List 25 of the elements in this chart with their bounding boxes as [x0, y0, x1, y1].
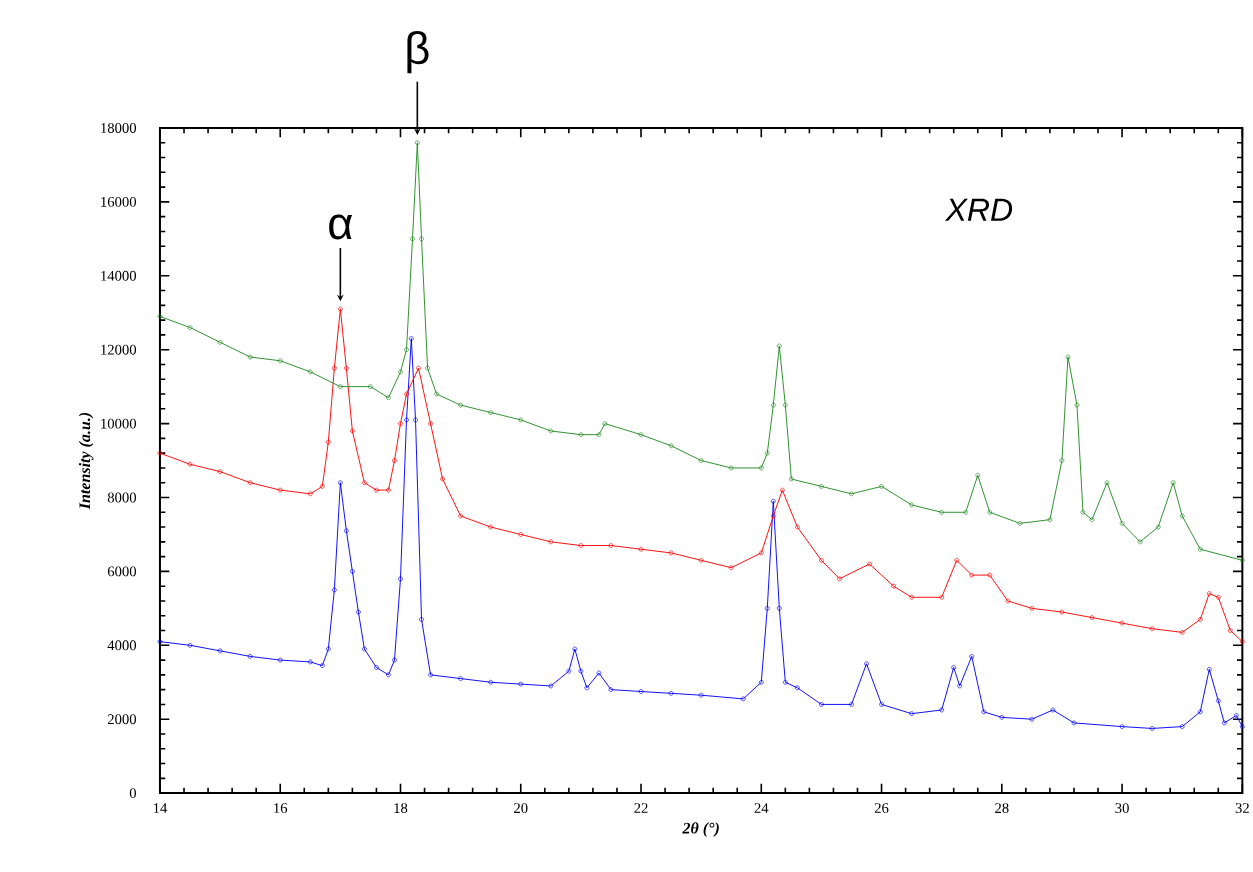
y-tick-label: 4000 — [107, 640, 137, 651]
x-tick-label: 18 — [394, 803, 408, 814]
y-tick-label: 8000 — [107, 492, 137, 503]
annotation: XRD — [944, 198, 1013, 221]
y-tick-label: 6000 — [107, 566, 137, 577]
y-tick-label: 10000 — [101, 418, 137, 429]
x-tick-label: 20 — [514, 803, 528, 814]
x-tick-label: 24 — [754, 803, 769, 813]
y-tick-label: 12000 — [101, 344, 137, 355]
x-tick-label: 16 — [274, 803, 288, 814]
y-tick-label: 0 — [129, 788, 137, 799]
y-tick-label: 2000 — [107, 714, 137, 725]
y-tick-label: 14000 — [101, 270, 137, 281]
x-tick-label: 22 — [634, 803, 648, 813]
x-tick-label: 32 — [1235, 803, 1249, 814]
x-tick-label: 28 — [995, 803, 1009, 814]
annotation: β — [407, 31, 429, 74]
y-tick-label: 18000 — [101, 123, 137, 134]
x-tick-label: 26 — [874, 803, 889, 814]
x-tick-label: 14 — [153, 803, 168, 813]
y-axis-title: Intensity (a.u.) — [78, 413, 94, 510]
y-tick-label: 16000 — [101, 197, 137, 207]
annotation: α — [329, 214, 353, 240]
x-axis-title: 2θ (°) — [682, 822, 719, 837]
x-tick-label: 30 — [1115, 803, 1129, 814]
